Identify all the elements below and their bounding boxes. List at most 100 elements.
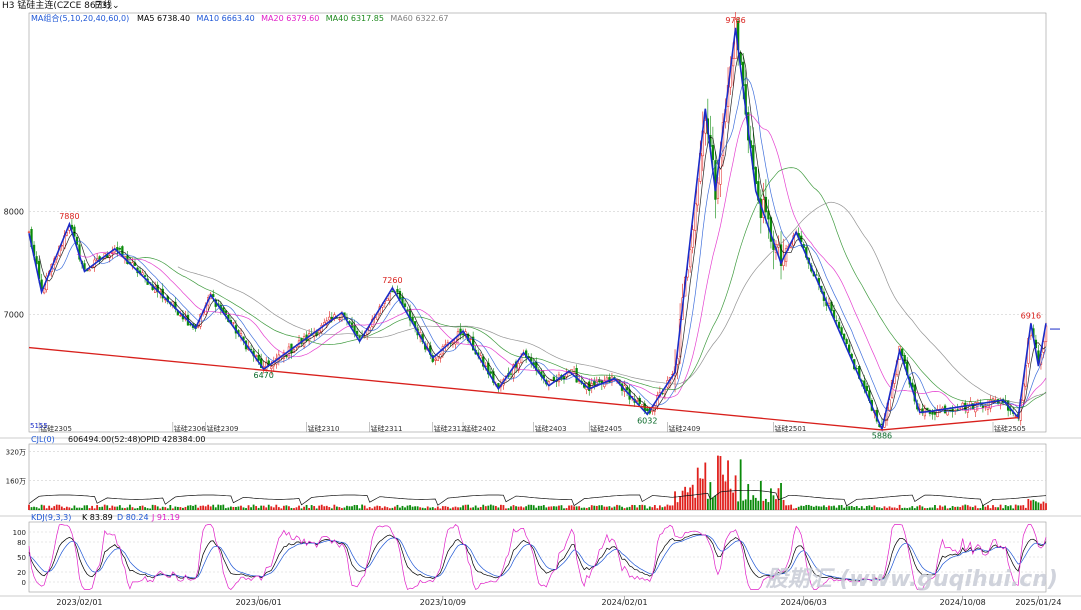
peak-label: 5886	[872, 431, 892, 440]
volume-bar	[676, 502, 679, 510]
peak-label: 6916	[1021, 311, 1041, 320]
candle-body	[946, 410, 949, 416]
volume-bar	[277, 507, 280, 510]
volume-bar	[305, 504, 308, 510]
volume-bar	[656, 508, 659, 510]
candle-body	[517, 363, 520, 371]
volume-bar	[227, 507, 230, 510]
candle-body	[403, 303, 407, 307]
x-tick-label: 2023/02/01	[56, 598, 102, 607]
volume-bar	[951, 506, 954, 510]
volume-bar	[653, 505, 656, 510]
volume-bar	[780, 483, 782, 510]
volume-bar	[71, 508, 73, 510]
volume-bar	[467, 504, 470, 510]
volume-bar	[898, 504, 901, 510]
volume-bar	[878, 507, 881, 510]
period-selector[interactable]: 日线⌄	[94, 0, 120, 12]
candle-body	[398, 291, 402, 300]
volume-bar	[33, 506, 35, 510]
volume-bar	[923, 508, 926, 510]
volume-bar	[330, 508, 333, 510]
volume-bar	[492, 505, 495, 510]
volume-bar	[406, 505, 409, 510]
volume-bar	[43, 505, 46, 510]
peak-label: 9786	[725, 16, 745, 25]
volume-bar	[585, 507, 588, 510]
volume-bar	[58, 504, 61, 510]
kdj-tick-label: 20	[17, 569, 26, 577]
volume-bar	[207, 504, 210, 510]
volume-bar	[494, 505, 497, 510]
volume-bar	[472, 507, 475, 510]
volume-bar	[270, 506, 273, 510]
volume-bar	[903, 507, 906, 510]
volume-bar	[1022, 505, 1025, 510]
kdj-legend-k: K 83.89	[82, 513, 113, 522]
candle-body	[835, 320, 838, 322]
candle-body	[641, 404, 644, 407]
candle-body	[461, 333, 465, 336]
ma-line-ma60	[177, 201, 1047, 404]
volume-bar	[618, 505, 621, 510]
volume-bar	[63, 508, 66, 510]
volume-bar	[295, 507, 298, 510]
volume-bar	[457, 507, 459, 510]
volume-tick-label: 160万	[6, 478, 26, 486]
volume-bar	[88, 508, 91, 510]
volume-bar	[855, 506, 858, 510]
volume-bar	[373, 506, 376, 510]
volume-bar	[144, 507, 146, 510]
volume-bar	[116, 506, 119, 510]
volume-bar	[1002, 508, 1004, 510]
candle-body	[141, 272, 144, 275]
volume-bar	[873, 505, 876, 510]
candle-body	[981, 405, 985, 408]
volume-bar	[600, 505, 603, 510]
volume-bar	[315, 508, 318, 510]
volume-bar	[81, 507, 83, 510]
candle-body	[224, 310, 227, 315]
volume-bar	[886, 507, 888, 510]
peak-label: 7260	[382, 276, 402, 285]
volume-bar	[817, 506, 820, 510]
volume-bar	[164, 507, 167, 510]
volume-bar	[53, 506, 56, 510]
volume-bar	[722, 474, 724, 510]
volume-bar	[987, 505, 989, 510]
candle-body	[88, 269, 91, 272]
volume-bar	[969, 506, 972, 510]
volume-bar	[388, 508, 391, 510]
volume-bar	[860, 506, 863, 510]
volume-bar	[573, 506, 575, 510]
candle-body	[694, 203, 697, 231]
candle-body	[212, 294, 215, 298]
volume-tick-label: 320万	[6, 448, 26, 456]
volume-bar	[323, 506, 326, 510]
volume-bar	[820, 506, 823, 510]
volume-bar	[515, 506, 517, 510]
x-tick-label: 2024/02/01	[602, 598, 648, 607]
candle-body	[901, 348, 904, 356]
candle-body	[396, 289, 399, 293]
low-marker-label: 5155	[30, 422, 48, 430]
volume-bar	[570, 505, 573, 510]
volume-bar	[982, 505, 984, 510]
volume-bar	[732, 492, 734, 510]
volume-bar	[141, 505, 144, 510]
volume-bar	[280, 508, 283, 510]
volume-bar	[303, 506, 305, 510]
volume-bar	[992, 505, 994, 510]
candle-body	[161, 288, 164, 299]
volume-bar	[850, 505, 853, 510]
volume-bar	[775, 499, 777, 510]
volume-bar	[383, 506, 386, 510]
volume-bar	[547, 506, 550, 510]
volume-bar	[883, 506, 886, 510]
volume-bar	[888, 506, 891, 510]
volume-bar	[762, 500, 765, 510]
volume-bar	[262, 505, 265, 510]
x-tick-label: 2024/06/03	[781, 598, 827, 607]
volume-bar	[633, 505, 636, 510]
